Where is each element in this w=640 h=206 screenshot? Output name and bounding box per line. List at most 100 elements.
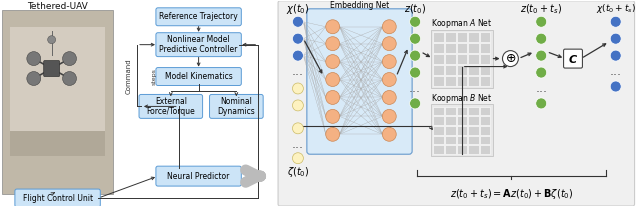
Circle shape bbox=[292, 16, 303, 27]
FancyBboxPatch shape bbox=[456, 126, 467, 135]
FancyBboxPatch shape bbox=[209, 95, 263, 118]
FancyBboxPatch shape bbox=[445, 76, 456, 86]
Circle shape bbox=[536, 98, 547, 109]
FancyBboxPatch shape bbox=[456, 43, 467, 53]
Text: Koopman $A$ Net: Koopman $A$ Net bbox=[431, 17, 493, 30]
FancyBboxPatch shape bbox=[2, 10, 113, 194]
FancyBboxPatch shape bbox=[456, 107, 467, 116]
Circle shape bbox=[382, 20, 396, 34]
FancyBboxPatch shape bbox=[278, 1, 635, 206]
Circle shape bbox=[326, 90, 340, 104]
FancyBboxPatch shape bbox=[307, 9, 412, 154]
Text: ...: ... bbox=[292, 138, 304, 151]
Text: Nonlinear Model
Predictive Controller: Nonlinear Model Predictive Controller bbox=[159, 35, 238, 54]
FancyBboxPatch shape bbox=[468, 43, 479, 53]
FancyBboxPatch shape bbox=[433, 54, 444, 64]
FancyBboxPatch shape bbox=[433, 43, 444, 53]
Circle shape bbox=[536, 16, 547, 27]
Text: Nominal
Dynamics: Nominal Dynamics bbox=[218, 97, 255, 116]
FancyBboxPatch shape bbox=[44, 61, 60, 77]
Text: .: . bbox=[332, 123, 334, 129]
FancyBboxPatch shape bbox=[479, 145, 490, 154]
Circle shape bbox=[410, 33, 420, 44]
Circle shape bbox=[292, 50, 303, 61]
FancyBboxPatch shape bbox=[479, 116, 490, 125]
Text: Embedding Net: Embedding Net bbox=[330, 1, 389, 10]
FancyBboxPatch shape bbox=[10, 131, 105, 156]
FancyBboxPatch shape bbox=[456, 136, 467, 144]
Circle shape bbox=[292, 153, 303, 164]
Circle shape bbox=[292, 100, 303, 111]
FancyBboxPatch shape bbox=[15, 189, 100, 206]
Text: $\oplus$: $\oplus$ bbox=[505, 52, 516, 65]
Text: Neural Predictor: Neural Predictor bbox=[168, 172, 230, 181]
Circle shape bbox=[47, 36, 56, 44]
FancyBboxPatch shape bbox=[456, 32, 467, 42]
FancyBboxPatch shape bbox=[445, 136, 456, 144]
FancyBboxPatch shape bbox=[445, 116, 456, 125]
FancyBboxPatch shape bbox=[479, 65, 490, 75]
FancyBboxPatch shape bbox=[445, 54, 456, 64]
Text: $z(t_0)$: $z(t_0)$ bbox=[404, 2, 426, 16]
FancyBboxPatch shape bbox=[456, 54, 467, 64]
FancyBboxPatch shape bbox=[468, 107, 479, 116]
Text: $\zeta(t_0)$: $\zeta(t_0)$ bbox=[287, 165, 309, 179]
FancyBboxPatch shape bbox=[445, 107, 456, 116]
Text: Flight Control Unit: Flight Control Unit bbox=[22, 193, 93, 202]
Circle shape bbox=[27, 71, 41, 85]
FancyBboxPatch shape bbox=[433, 107, 444, 116]
Circle shape bbox=[382, 90, 396, 104]
Text: Model Kinematics: Model Kinematics bbox=[164, 72, 232, 81]
FancyBboxPatch shape bbox=[10, 27, 105, 156]
FancyBboxPatch shape bbox=[479, 76, 490, 86]
FancyBboxPatch shape bbox=[433, 32, 444, 42]
FancyBboxPatch shape bbox=[156, 166, 241, 186]
Circle shape bbox=[410, 50, 420, 61]
FancyBboxPatch shape bbox=[433, 116, 444, 125]
FancyBboxPatch shape bbox=[468, 65, 479, 75]
FancyBboxPatch shape bbox=[468, 76, 479, 86]
FancyBboxPatch shape bbox=[431, 30, 493, 89]
Text: ...: ... bbox=[610, 65, 621, 78]
Circle shape bbox=[63, 52, 76, 66]
Circle shape bbox=[326, 109, 340, 123]
Circle shape bbox=[326, 37, 340, 51]
FancyBboxPatch shape bbox=[468, 54, 479, 64]
Text: Tethered-UAV: Tethered-UAV bbox=[28, 2, 88, 11]
Circle shape bbox=[326, 20, 340, 34]
FancyBboxPatch shape bbox=[468, 136, 479, 144]
Circle shape bbox=[536, 67, 547, 78]
FancyBboxPatch shape bbox=[433, 126, 444, 135]
FancyBboxPatch shape bbox=[468, 126, 479, 135]
FancyBboxPatch shape bbox=[445, 43, 456, 53]
FancyBboxPatch shape bbox=[479, 107, 490, 116]
Text: Koopman $B$ Net: Koopman $B$ Net bbox=[431, 92, 493, 105]
Circle shape bbox=[382, 55, 396, 69]
FancyBboxPatch shape bbox=[479, 32, 490, 42]
Text: ...: ... bbox=[292, 65, 304, 78]
Text: $z(t_0+t_s) = \mathbf{A}z(t_0) + \mathbf{B}\zeta(t_0)$: $z(t_0+t_s) = \mathbf{A}z(t_0) + \mathbf… bbox=[450, 187, 573, 201]
FancyBboxPatch shape bbox=[445, 145, 456, 154]
Text: $\boldsymbol{C}$: $\boldsymbol{C}$ bbox=[568, 53, 578, 65]
Circle shape bbox=[502, 51, 518, 67]
Circle shape bbox=[382, 109, 396, 123]
Circle shape bbox=[382, 73, 396, 87]
FancyBboxPatch shape bbox=[564, 49, 582, 68]
FancyBboxPatch shape bbox=[433, 136, 444, 144]
Circle shape bbox=[27, 52, 41, 66]
Circle shape bbox=[410, 98, 420, 109]
Text: steps: steps bbox=[152, 68, 156, 85]
FancyBboxPatch shape bbox=[456, 116, 467, 125]
FancyBboxPatch shape bbox=[479, 54, 490, 64]
FancyBboxPatch shape bbox=[156, 33, 241, 57]
FancyBboxPatch shape bbox=[479, 126, 490, 135]
Circle shape bbox=[382, 127, 396, 141]
Circle shape bbox=[536, 33, 547, 44]
FancyArrowPatch shape bbox=[246, 170, 260, 182]
FancyBboxPatch shape bbox=[433, 76, 444, 86]
Text: $\chi(t_0+t_s)$: $\chi(t_0+t_s)$ bbox=[596, 2, 636, 15]
FancyBboxPatch shape bbox=[431, 104, 493, 156]
FancyBboxPatch shape bbox=[445, 126, 456, 135]
FancyBboxPatch shape bbox=[479, 136, 490, 144]
FancyBboxPatch shape bbox=[456, 65, 467, 75]
